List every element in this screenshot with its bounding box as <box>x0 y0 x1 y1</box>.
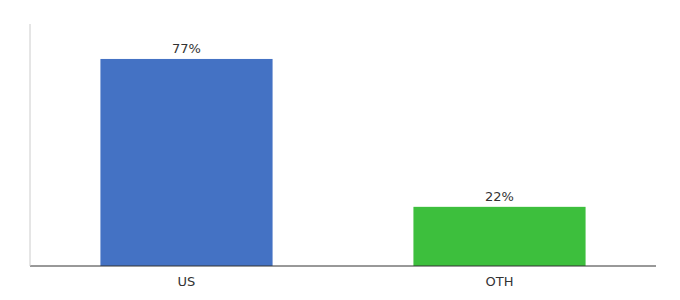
chart: 77% 22% US OTH <box>0 0 680 300</box>
bar <box>413 207 585 266</box>
bar <box>100 59 272 266</box>
x-tick-label: OTH <box>486 274 514 289</box>
data-label: 77% <box>172 41 201 56</box>
y-axis-line <box>30 24 31 266</box>
bars <box>100 59 585 266</box>
chart-container: 77% 22% US OTH <box>0 0 680 300</box>
data-label: 22% <box>485 189 514 204</box>
x-tick-label: US <box>178 274 196 289</box>
x-axis-line <box>30 266 656 267</box>
